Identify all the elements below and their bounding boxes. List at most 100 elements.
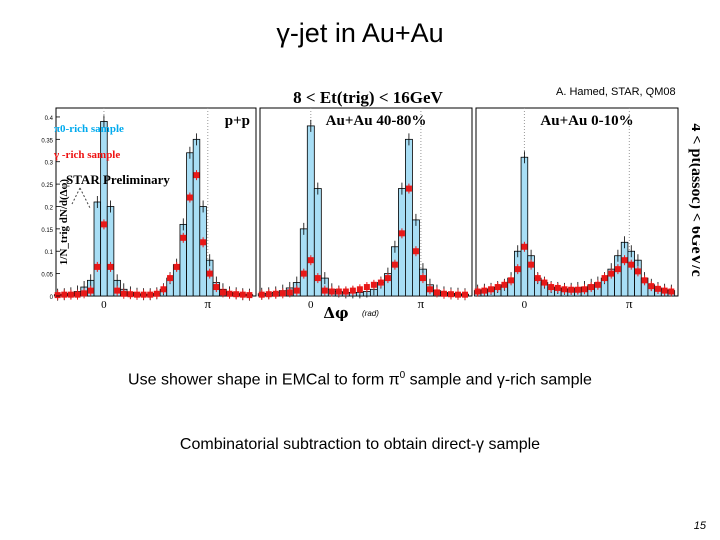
gamma-point bbox=[581, 286, 588, 293]
legend-pointer bbox=[71, 187, 91, 209]
gamma-point bbox=[370, 281, 377, 288]
gamma-point bbox=[160, 286, 167, 293]
gamma-point bbox=[206, 270, 213, 277]
gamma-point bbox=[239, 291, 246, 298]
gamma-point bbox=[300, 270, 307, 277]
gamma-point bbox=[186, 194, 193, 201]
gamma-point bbox=[621, 257, 628, 264]
gamma-point bbox=[335, 288, 342, 295]
gamma-point bbox=[140, 291, 147, 298]
gamma-point bbox=[514, 266, 521, 273]
x-axis-label: Δφ bbox=[323, 304, 348, 322]
y-tick-label: 0.05 bbox=[41, 273, 53, 279]
gamma-point bbox=[447, 291, 454, 298]
gamma-point bbox=[654, 285, 661, 292]
gamma-point bbox=[265, 291, 272, 298]
legend-entry-pi0: π0-rich sample bbox=[54, 123, 124, 135]
pi0-bar bbox=[412, 219, 420, 297]
pi0-bar bbox=[100, 121, 108, 297]
gamma-point bbox=[594, 281, 601, 288]
gamma-point bbox=[481, 287, 488, 294]
gamma-point bbox=[668, 288, 675, 295]
y-tick-label: 0.15 bbox=[41, 228, 53, 234]
gamma-point bbox=[601, 275, 608, 282]
gamma-point bbox=[648, 283, 655, 290]
gamma-point bbox=[461, 291, 468, 298]
caption-1-text: Use shower shape in EMCal to form π bbox=[128, 371, 400, 389]
panel-1: 0 π Au+Au 40-80% bbox=[257, 107, 473, 311]
legend-entry-gamma: γ -rich sample bbox=[53, 149, 120, 161]
y-tick-label: 0.25 bbox=[41, 183, 53, 189]
gamma-point bbox=[501, 281, 508, 288]
y-tick-label: 0.3 bbox=[45, 161, 54, 167]
y-axis-label: 1/N_trig dN/d(Δφ) bbox=[58, 179, 70, 266]
pi0-bar bbox=[627, 250, 635, 297]
gamma-point bbox=[534, 275, 541, 282]
gamma-point bbox=[213, 284, 220, 291]
gamma-point bbox=[342, 288, 349, 295]
x-tick-label: π bbox=[204, 296, 211, 311]
pi0-bar bbox=[186, 152, 194, 297]
gamma-point bbox=[568, 286, 575, 293]
caption-1-sup: 0 bbox=[399, 370, 406, 381]
gamma-point bbox=[120, 290, 127, 297]
panel-frame bbox=[259, 107, 473, 297]
gamma-point bbox=[133, 291, 140, 298]
pi0-bar bbox=[520, 156, 529, 297]
gamma-point bbox=[384, 275, 391, 282]
gamma-point bbox=[279, 290, 286, 297]
x-tick-label: 0 bbox=[101, 299, 107, 311]
gamma-point bbox=[474, 288, 481, 295]
gamma-point bbox=[81, 290, 88, 297]
gamma-point bbox=[614, 266, 621, 273]
gamma-point bbox=[349, 287, 356, 294]
gamma-point bbox=[398, 230, 405, 237]
gamma-point bbox=[94, 263, 101, 270]
chart-figure: 0 π p+p 0 π Au+Au 40-80% 0 π Au+Au 0-10% 0 0.05 0.1… bbox=[41, 88, 700, 322]
y-tick-label: 0.1 bbox=[45, 250, 54, 256]
x-tick-label: 0 bbox=[522, 299, 528, 311]
gamma-point bbox=[363, 284, 370, 291]
gamma-point bbox=[307, 257, 314, 264]
gamma-point bbox=[391, 261, 398, 268]
pi0-bar bbox=[405, 138, 413, 297]
gamma-point bbox=[554, 284, 561, 291]
gamma-point bbox=[628, 261, 635, 268]
caption-1-tail: sample and γ-rich sample bbox=[405, 371, 592, 389]
caption-line-2: Combinatorial subtraction to obtain dire… bbox=[179, 436, 541, 453]
gamma-point bbox=[107, 263, 114, 270]
legend: π0-rich sample γ -rich sample bbox=[53, 123, 124, 161]
panel-label: Au+Au 0-10% bbox=[540, 113, 633, 129]
pi0-bar bbox=[398, 188, 406, 297]
gamma-point bbox=[419, 275, 426, 282]
gamma-point bbox=[153, 290, 160, 297]
gamma-point bbox=[661, 287, 668, 294]
gamma-point bbox=[454, 291, 461, 298]
panel-label: p+p bbox=[225, 113, 250, 129]
gamma-point bbox=[356, 286, 363, 293]
y-tick-label: 0.2 bbox=[45, 205, 54, 211]
gamma-point bbox=[508, 277, 515, 284]
y-tick-label: 0.4 bbox=[45, 116, 54, 122]
gamma-point bbox=[634, 268, 641, 275]
pi0-bar bbox=[93, 201, 102, 297]
pi0-bar bbox=[391, 246, 399, 297]
gamma-point bbox=[588, 284, 595, 291]
gamma-point bbox=[180, 234, 187, 241]
panel-frame bbox=[475, 107, 679, 297]
gamma-point bbox=[272, 290, 279, 297]
panel-frame bbox=[55, 107, 257, 297]
gamma-point bbox=[521, 243, 528, 250]
gamma-point bbox=[321, 287, 328, 294]
gamma-point bbox=[54, 292, 61, 299]
gamma-point bbox=[561, 286, 568, 293]
gamma-point bbox=[440, 290, 447, 297]
gamma-point bbox=[67, 291, 74, 298]
gamma-point bbox=[548, 284, 555, 291]
gamma-point bbox=[426, 286, 433, 293]
pi0-bar bbox=[620, 241, 629, 297]
gamma-point bbox=[258, 291, 265, 298]
slide-title: γ-jet in Au+Au bbox=[276, 18, 444, 48]
panel-0: 0 π p+p bbox=[53, 107, 257, 311]
side-label: 4 < pt(assoc) < 6GeV/c bbox=[688, 123, 700, 276]
